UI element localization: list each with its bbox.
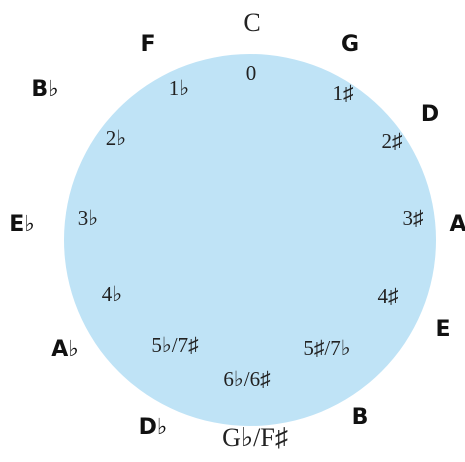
accidental-label: 1♭ [169,76,189,100]
accidental-label: 2♯ [382,129,404,153]
key-label: A [449,212,465,237]
key-label: D♭ [139,415,168,440]
key-label: E♭ [9,212,34,237]
accidental-label: 6♭/6♯ [223,367,271,391]
key-label: C [243,8,260,37]
accidental-label: 0 [246,61,257,85]
key-label: G [341,32,359,57]
circle [64,54,436,426]
accidental-label: 1♯ [333,81,355,105]
accidental-label: 2♭ [106,126,126,150]
accidental-label: 5♭/7♯ [151,333,199,357]
key-label: G♭/F♯ [222,423,288,452]
key-label: E [435,317,450,342]
labels: C G D A E B G♭/F♯ D♭ A♭ E♭ B♭ F 0 1♯ 2♯ 3♯ 4♯ 5♯/7♭ 6♭/6♯ 5… [9,8,465,452]
accidental-label: 4♭ [102,282,122,306]
key-label: D [421,102,439,127]
key-label: B♭ [31,77,58,102]
accidental-label: 5♯/7♭ [303,336,350,360]
accidental-label: 4♯ [378,284,400,308]
key-label: F [140,32,155,57]
key-label: A♭ [51,337,78,362]
accidental-label: 3♯ [403,206,425,230]
accidental-label: 3♭ [78,206,98,230]
key-label: B [352,405,369,430]
